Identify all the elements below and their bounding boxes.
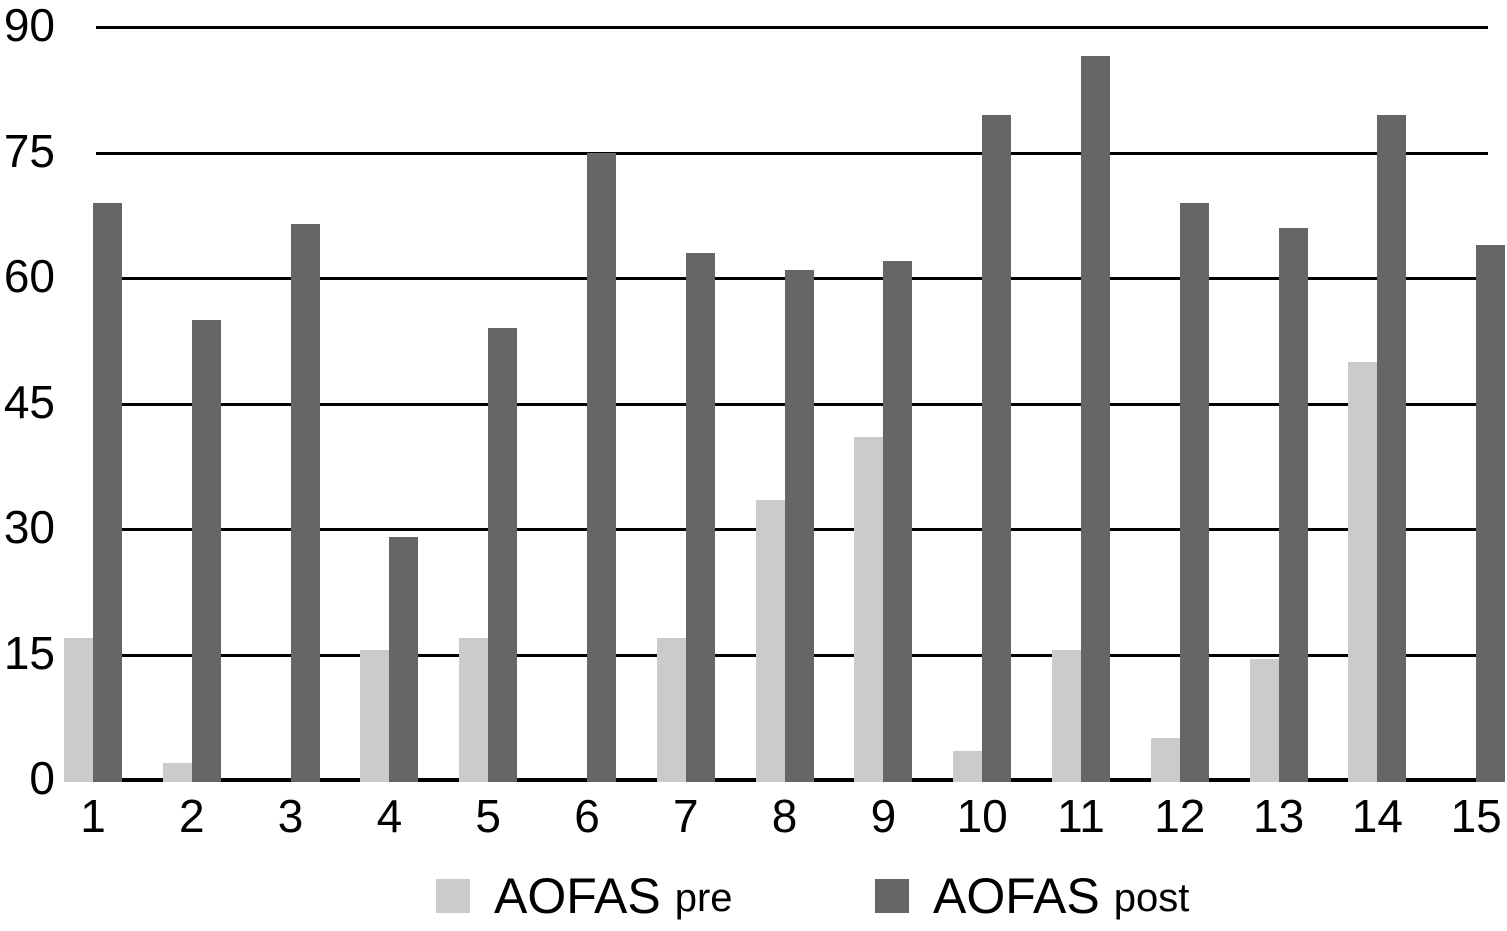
x-axis-tick-12: 12 — [1154, 790, 1206, 842]
x-axis-tick-4: 4 — [376, 790, 403, 842]
x-axis-tick-8: 8 — [771, 790, 798, 842]
legend-label-post: AOFAS — [933, 868, 1100, 924]
bar-post-11 — [1081, 56, 1110, 782]
bar-pre-1 — [64, 637, 93, 782]
x-axis-tick-3: 3 — [277, 790, 304, 842]
bar-post-5 — [488, 328, 518, 782]
bar-pre-13 — [1249, 658, 1279, 782]
bar-pre-9 — [854, 436, 884, 782]
bar-post-6 — [587, 152, 616, 782]
x-axis-tick-9: 9 — [870, 790, 897, 842]
bar-post-15 — [1476, 244, 1506, 782]
x-axis-tick-2: 2 — [179, 790, 205, 842]
y-axis-tick-0: 0 — [29, 752, 55, 804]
x-axis-tick-14: 14 — [1351, 790, 1403, 842]
bar-post-12 — [1179, 202, 1209, 782]
bar-post-7 — [685, 252, 715, 782]
x-axis-tick-13: 13 — [1253, 790, 1305, 842]
x-axis-tick-6: 6 — [574, 790, 600, 842]
bar-post-10 — [982, 114, 1012, 782]
y-axis-tick-30: 30 — [3, 501, 55, 553]
x-axis-tick-10: 10 — [956, 790, 1008, 842]
bar-pre-5 — [459, 637, 489, 782]
gridline-90 — [96, 26, 1488, 29]
legend-sublabel-pre: pre — [674, 875, 733, 920]
x-axis-tick-5: 5 — [475, 790, 501, 842]
bar-pre-12 — [1150, 738, 1180, 782]
bar-post-13 — [1278, 227, 1308, 782]
x-axis-tick-11: 11 — [1057, 790, 1105, 842]
x-axis-tick-7: 7 — [673, 790, 699, 842]
bar-pre-8 — [755, 499, 785, 782]
legend-sublabel-post: post — [1113, 875, 1190, 920]
x-axis-tick-1: 1 — [80, 790, 106, 842]
bar-post-9 — [883, 261, 913, 782]
y-axis-tick-15: 15 — [3, 626, 55, 679]
bar-pre-14 — [1348, 361, 1378, 782]
x-axis-tick-15: 15 — [1450, 790, 1502, 842]
y-axis-tick-75: 75 — [3, 124, 55, 177]
legend-item-pre: AOFAS pre — [436, 868, 733, 924]
gridline-75 — [96, 151, 1488, 155]
y-axis-tick-60: 60 — [3, 250, 55, 302]
bar-post-14 — [1377, 114, 1407, 782]
bar-post-3 — [290, 223, 320, 782]
legend-swatch-pre — [436, 879, 470, 913]
y-axis-tick-90: 90 — [3, 0, 55, 51]
bar-pre-2 — [162, 763, 192, 782]
bar-post-1 — [93, 202, 122, 782]
bar-pre-4 — [360, 650, 390, 782]
legend-label-pre: AOFAS — [494, 868, 661, 924]
bar-post-8 — [784, 269, 814, 782]
bar-pre-11 — [1052, 650, 1081, 782]
y-axis-tick-45: 45 — [3, 375, 55, 428]
bar-pre-7 — [656, 637, 686, 782]
bar-post-2 — [191, 319, 221, 782]
legend-item-post: AOFAS post — [875, 868, 1189, 924]
bar-pre-10 — [953, 750, 983, 782]
legend-swatch-post — [875, 879, 909, 913]
bar-post-4 — [389, 537, 419, 782]
